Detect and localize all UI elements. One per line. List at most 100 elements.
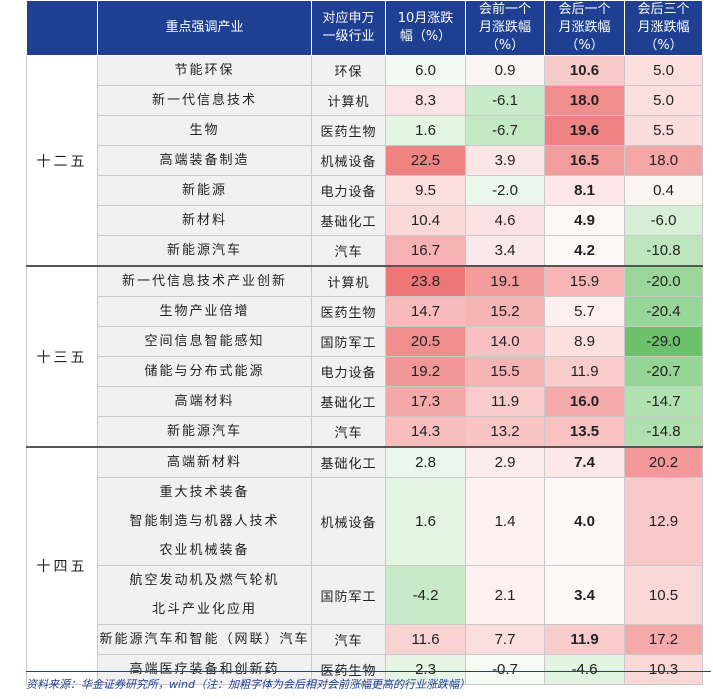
sector-cell: 机械设备 (311, 145, 386, 176)
industry-cell: 新材料 (97, 205, 312, 236)
table-row: 高端装备制造 机械设备 22.5 3.9 16.5 18.0 (27, 145, 703, 176)
industry-label: 新能源汽车 (166, 243, 242, 258)
post-month-return-cell: 16.5 (544, 145, 625, 176)
sector-cell: 基础化工 (311, 205, 386, 236)
industry-label: 生物产业倍增 (159, 304, 250, 319)
oct-return-cell: 1.6 (385, 115, 466, 146)
table-body: 十二五 节能环保 环保 6.0 0.9 10.6 5.0 新一代信息技术 计算机 8.3 -6.1 1… (26, 55, 703, 685)
industry-cell: 高端新材料 (97, 446, 312, 478)
industry-label: 高端装备制造 (159, 153, 250, 168)
table-row: 高端医疗装备和创新药 医药生物 2.3 -0.7 -4.6 10.3 (27, 654, 703, 685)
post-three-month-return-cell: -20.0 (624, 265, 703, 297)
table-row: 新材料 基础化工 10.4 4.6 4.9 -6.0 (27, 205, 703, 236)
oct-return-cell: 2.8 (385, 446, 466, 478)
sector-cell: 汽车 (311, 624, 386, 655)
sector-cell: 国防军工 (311, 565, 386, 625)
sector-cell: 环保 (311, 55, 386, 86)
sector-cell: 医药生物 (311, 296, 386, 327)
header-cell: 对应申万 一级行业 (311, 0, 386, 56)
post-three-month-return-cell: -6.0 (624, 205, 703, 236)
industry-cell: 高端装备制造 (97, 145, 312, 176)
header-cell: 会后一个 月涨跌幅 （%） (544, 0, 625, 56)
industry-label: 新一代信息技术 (151, 93, 257, 108)
industry-cell: 生物产业倍增 (97, 296, 312, 327)
post-three-month-return-cell: 5.5 (624, 115, 703, 146)
header-cell: 会前一个 月涨跌幅 （%） (465, 0, 545, 56)
post-month-return-cell: 4.2 (544, 235, 625, 267)
sector-cell: 基础化工 (311, 446, 386, 478)
pre-month-return-cell: 15.2 (465, 296, 545, 327)
post-month-return-cell: 4.0 (544, 477, 625, 566)
sector-cell: 电力设备 (311, 175, 386, 206)
oct-return-cell: 14.7 (385, 296, 466, 327)
oct-return-cell: 23.8 (385, 265, 466, 297)
table-row: 空间信息智能感知 国防军工 20.5 14.0 8.9 -29.0 (27, 326, 703, 357)
sector-cell: 汽车 (311, 416, 386, 448)
oct-return-cell: 1.6 (385, 477, 466, 566)
pre-month-return-cell: 19.1 (465, 265, 545, 297)
sector-cell: 计算机 (311, 85, 386, 116)
oct-return-cell: 11.6 (385, 624, 466, 655)
industry-cell: 节能环保 (97, 55, 312, 86)
post-three-month-return-cell: 10.3 (624, 654, 703, 685)
table-row: 十四五 高端新材料 基础化工 2.8 2.9 7.4 20.2 (26, 446, 703, 685)
post-three-month-return-cell: -14.8 (624, 416, 703, 448)
oct-return-cell: 2.3 (385, 654, 466, 685)
industry-label: 新能源 (181, 183, 227, 198)
post-month-return-cell: -4.6 (544, 654, 625, 685)
pre-month-return-cell: 14.0 (465, 326, 545, 357)
post-month-return-cell: 10.6 (544, 55, 625, 86)
oct-return-cell: 8.3 (385, 85, 466, 116)
industry-label: 新能源汽车和智能（网联）汽车 (99, 632, 310, 647)
post-three-month-return-cell: 5.0 (624, 85, 703, 116)
industry-label: 新能源汽车 (166, 424, 242, 439)
post-three-month-return-cell: 17.2 (624, 624, 703, 655)
industry-cell: 生物 (97, 115, 312, 146)
pre-month-return-cell: 2.9 (465, 446, 545, 478)
industry-label: 高端材料 (174, 394, 235, 409)
oct-return-cell: -4.2 (385, 565, 466, 625)
oct-return-cell: 9.5 (385, 175, 466, 206)
table-row: 重大技术装备智能制造与机器人技术 农业机械装备 机械设备 1.6 1.4 4.0 12.9 (27, 477, 703, 566)
header-cell: 重点强调产业 (97, 0, 312, 56)
table-row: 新一代信息技术 计算机 8.3 -6.1 18.0 5.0 (27, 85, 703, 116)
sector-cell: 机械设备 (311, 477, 386, 566)
pre-month-return-cell: 1.4 (465, 477, 545, 566)
industry-cell: 新能源汽车 (97, 235, 312, 267)
sector-cell: 计算机 (311, 265, 386, 297)
table-row: 新能源汽车 汽车 16.7 3.4 4.2 -10.8 (27, 235, 703, 267)
industry-returns-table: 重点强调产业 对应申万 一级行业 10月涨跌 幅（%） 会前一个 月涨跌幅 （%） 会后… (26, 0, 703, 685)
pre-month-return-cell: -6.1 (465, 85, 545, 116)
pre-month-return-cell: -0.7 (465, 654, 545, 685)
table-row: 高端材料 基础化工 17.3 11.9 16.0 -14.7 (27, 386, 703, 417)
industry-cell: 航空发动机及燃气轮机 北斗产业化应用 (97, 565, 312, 625)
oct-return-cell: 6.0 (385, 55, 466, 86)
header-cell: 10月涨跌 幅（%） (385, 0, 466, 56)
industry-label: 智能制造与机器人技术 (129, 514, 280, 529)
post-month-return-cell: 3.4 (544, 565, 625, 625)
post-three-month-return-cell: 0.4 (624, 175, 703, 206)
post-three-month-return-cell: -20.4 (624, 296, 703, 327)
source-note: 资料来源：华金证券研究所，wind（注：加粗字体为会后相对会前涨幅更高的行业涨跌… (26, 678, 471, 691)
industry-label: 北斗产业化应用 (151, 602, 257, 617)
industry-label: 重大技术装备 (159, 485, 250, 500)
sector-cell: 基础化工 (311, 386, 386, 417)
post-three-month-return-cell: 12.9 (624, 477, 703, 566)
pre-month-return-cell: 3.9 (465, 145, 545, 176)
table-row: 新能源 电力设备 9.5 -2.0 8.1 0.4 (27, 175, 703, 206)
header-blank-cell (26, 0, 98, 56)
source-divider (26, 671, 711, 672)
sector-cell: 医药生物 (311, 115, 386, 146)
pre-month-return-cell: 2.1 (465, 565, 545, 625)
post-month-return-cell: 15.9 (544, 265, 625, 297)
industry-label: 农业机械装备 (159, 543, 250, 558)
pre-month-return-cell: 3.4 (465, 235, 545, 267)
industry-cell: 高端医疗装备和创新药 (97, 654, 312, 685)
industry-label: 高端新材料 (166, 455, 242, 470)
industry-label: 高端医疗装备和创新药 (129, 662, 280, 677)
oct-return-cell: 19.2 (385, 356, 466, 387)
post-month-return-cell: 11.9 (544, 624, 625, 655)
industry-cell: 高端材料 (97, 386, 312, 417)
industry-cell: 新能源 (97, 175, 312, 206)
industry-cell: 新一代信息技术 (97, 85, 312, 116)
